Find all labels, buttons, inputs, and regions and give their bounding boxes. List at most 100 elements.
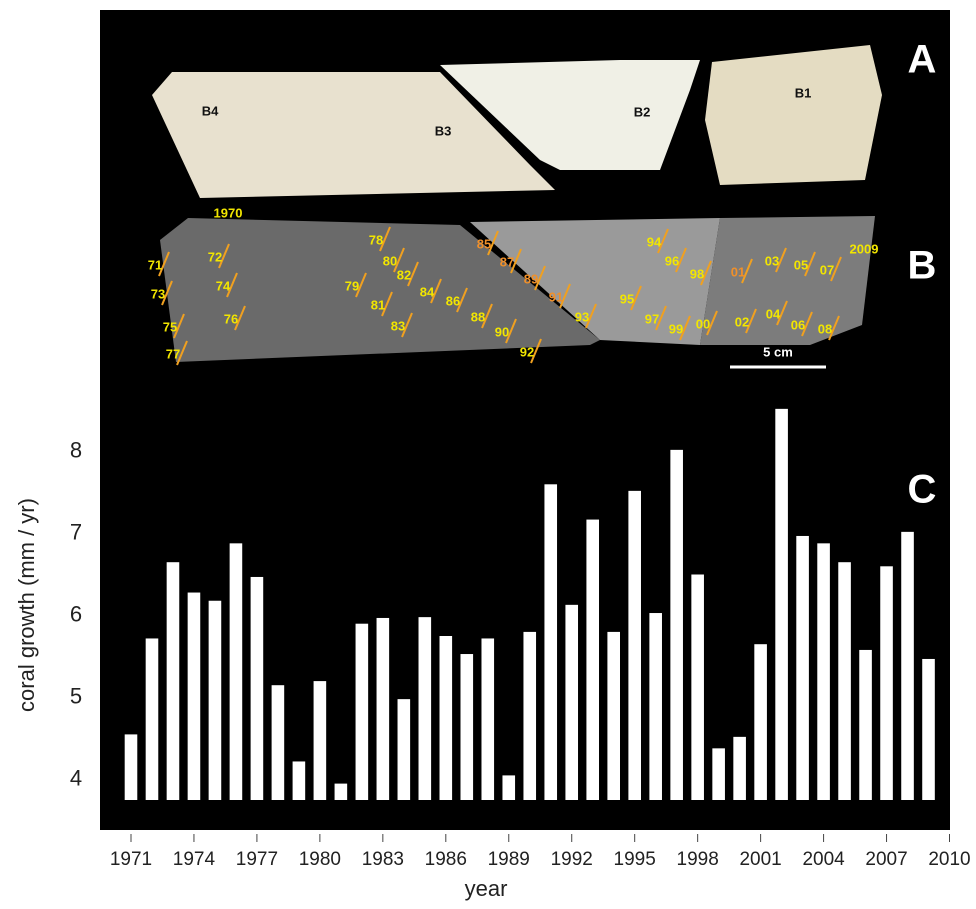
bar (460, 654, 474, 800)
bar (628, 490, 641, 800)
year-label: 86 (446, 293, 460, 308)
x-tick-label: 1998 (677, 849, 719, 870)
year-label: 04 (766, 306, 781, 321)
band-line (176, 340, 188, 366)
band-line (456, 287, 468, 313)
year-label: 05 (794, 257, 808, 272)
x-tick-label: 1974 (173, 849, 216, 870)
bar (313, 681, 327, 800)
year-label: 07 (820, 262, 834, 277)
bar (334, 783, 348, 800)
year-label: 71 (148, 257, 162, 272)
coral-piece (152, 72, 555, 198)
year-label: 2009 (850, 241, 879, 256)
band-line (801, 311, 813, 337)
year-label: 97 (645, 311, 659, 326)
year-label: 08 (818, 321, 832, 336)
year-label: 80 (383, 253, 397, 268)
bar (502, 775, 516, 800)
year-label: 82 (397, 267, 411, 282)
year-label: 03 (765, 253, 779, 268)
year-label: 77 (166, 346, 180, 361)
year-label: 98 (690, 266, 704, 281)
bar (670, 449, 683, 800)
band-line (776, 300, 788, 326)
year-label: 99 (669, 321, 683, 336)
sample-label: B1 (795, 85, 812, 100)
bar (817, 543, 830, 800)
band-line (430, 278, 442, 304)
band-line (401, 312, 413, 338)
bar (859, 649, 872, 800)
year-label: 01 (731, 264, 745, 279)
band-line (510, 248, 522, 274)
panel-label: B (908, 244, 937, 288)
year-label: 75 (163, 319, 177, 334)
bar (166, 562, 180, 800)
year-label: 72 (208, 249, 222, 264)
y-tick-label: 4 (70, 765, 82, 790)
panel-label: A (908, 38, 937, 82)
bar (418, 617, 432, 800)
bar (775, 408, 788, 800)
band-line (530, 338, 542, 364)
year-label: 06 (791, 317, 805, 332)
bar (292, 761, 306, 800)
band-line (745, 308, 757, 334)
band-line (655, 305, 667, 331)
bar (838, 562, 851, 800)
x-tick-label: 1989 (488, 849, 530, 870)
band-line (487, 230, 499, 256)
bar (124, 734, 138, 800)
band-line (675, 247, 687, 273)
band-line (161, 280, 173, 306)
x-tick-label: 1971 (110, 849, 152, 870)
y-tick-label: 7 (70, 519, 82, 544)
bar (439, 636, 453, 800)
year-label: 96 (665, 253, 679, 268)
bar (208, 600, 222, 800)
year-label: 83 (391, 318, 405, 333)
bar (586, 519, 600, 800)
x-axis-label: year (465, 876, 508, 901)
year-label: 76 (224, 311, 238, 326)
band-line (355, 272, 367, 298)
year-label: 74 (216, 278, 231, 293)
sample-label: B4 (202, 103, 219, 118)
bar (544, 484, 558, 800)
panel-label: C (908, 468, 937, 512)
sample-label: B2 (634, 104, 651, 119)
band-line (700, 260, 712, 286)
band-line (407, 261, 419, 287)
band-line (505, 318, 517, 344)
year-label: 90 (495, 324, 509, 339)
y-tick-label: 8 (70, 437, 82, 462)
band-line (804, 251, 816, 277)
year-label: 93 (575, 309, 589, 324)
y-tick-label: 6 (70, 601, 82, 626)
band-line (679, 315, 691, 341)
bar (271, 685, 285, 800)
year-label: 92 (520, 344, 534, 359)
bar (397, 699, 411, 800)
bar (607, 631, 620, 800)
bar (922, 658, 935, 800)
year-label: 81 (371, 297, 385, 312)
x-tick-label: 1986 (425, 849, 467, 870)
band-line (379, 226, 391, 252)
year-label: 84 (420, 284, 435, 299)
band-line (393, 247, 405, 273)
year-label: 88 (471, 309, 485, 324)
scale-label: 5 cm (763, 344, 793, 359)
bar (355, 623, 369, 800)
band-line (559, 283, 571, 309)
xray-piece (160, 218, 600, 362)
band-line (481, 303, 493, 329)
band-line (775, 247, 787, 273)
year-label: 89 (524, 271, 538, 286)
band-line (585, 303, 597, 329)
year-label: 79 (345, 278, 359, 293)
bar (481, 638, 495, 800)
bar (880, 566, 893, 800)
year-label: 91 (549, 289, 563, 304)
